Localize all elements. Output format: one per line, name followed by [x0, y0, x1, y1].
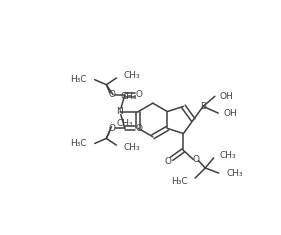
Text: CH₃: CH₃: [120, 92, 137, 101]
Text: CH₃: CH₃: [219, 151, 236, 161]
Text: CH₃: CH₃: [116, 119, 133, 128]
Text: O: O: [164, 157, 171, 166]
Text: CH₃: CH₃: [226, 168, 243, 177]
Text: OH: OH: [223, 109, 237, 118]
Text: O: O: [135, 90, 142, 99]
Text: H₃C: H₃C: [172, 176, 188, 186]
Text: B: B: [200, 102, 206, 111]
Text: N: N: [116, 107, 123, 116]
Text: OH: OH: [220, 92, 234, 101]
Text: O: O: [135, 124, 142, 133]
Text: CH₃: CH₃: [123, 143, 140, 152]
Text: O: O: [193, 155, 200, 164]
Text: O: O: [108, 124, 115, 133]
Text: H₃C: H₃C: [70, 139, 87, 148]
Text: H₃C: H₃C: [70, 75, 87, 84]
Text: O: O: [108, 90, 115, 99]
Text: CH₃: CH₃: [123, 71, 140, 81]
